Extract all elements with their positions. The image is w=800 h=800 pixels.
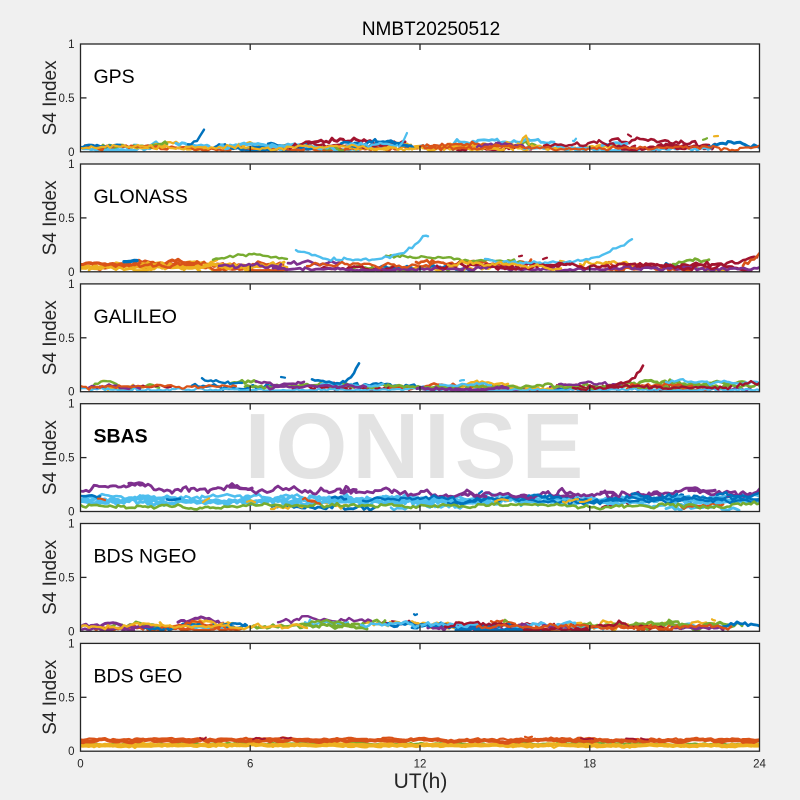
svg-text:0.5: 0.5 (59, 572, 75, 584)
svg-text:GLONASS: GLONASS (94, 186, 188, 208)
svg-text:S4 Index: S4 Index (40, 300, 61, 375)
svg-text:BDS NGEO: BDS NGEO (94, 546, 197, 568)
svg-text:GALILEO: GALILEO (94, 306, 177, 328)
svg-text:0: 0 (68, 267, 74, 279)
svg-text:0: 0 (68, 746, 74, 758)
svg-text:0.5: 0.5 (59, 93, 75, 105)
svg-text:1: 1 (68, 399, 74, 411)
svg-text:0: 0 (68, 147, 74, 159)
svg-text:24: 24 (753, 759, 766, 771)
svg-text:0.5: 0.5 (59, 692, 75, 704)
svg-text:S4 Index: S4 Index (40, 659, 61, 734)
svg-text:0: 0 (68, 626, 74, 638)
svg-text:6: 6 (247, 759, 253, 771)
svg-text:0: 0 (68, 507, 74, 519)
svg-text:S4 Index: S4 Index (40, 420, 61, 495)
svg-text:BDS GEO: BDS GEO (94, 665, 183, 687)
svg-text:NMBT20250512: NMBT20250512 (362, 19, 500, 40)
svg-text:1: 1 (68, 519, 74, 531)
svg-text:0.5: 0.5 (59, 213, 75, 225)
svg-text:GPS: GPS (94, 66, 135, 88)
svg-text:S4 Index: S4 Index (40, 180, 61, 255)
svg-text:0.5: 0.5 (59, 453, 75, 465)
svg-text:SBAS: SBAS (94, 426, 148, 448)
svg-text:IONISE: IONISE (245, 394, 589, 498)
svg-text:1: 1 (68, 279, 74, 291)
svg-text:1: 1 (68, 39, 74, 51)
svg-text:18: 18 (583, 759, 596, 771)
svg-text:0: 0 (68, 387, 74, 399)
svg-text:S4 Index: S4 Index (40, 60, 61, 135)
svg-text:0: 0 (77, 759, 83, 771)
svg-text:UT(h): UT(h) (394, 770, 448, 793)
svg-text:12: 12 (414, 759, 427, 771)
svg-text:1: 1 (68, 638, 74, 650)
svg-text:S4 Index: S4 Index (40, 539, 61, 614)
svg-text:1: 1 (68, 159, 74, 171)
svg-text:0.5: 0.5 (59, 333, 75, 345)
